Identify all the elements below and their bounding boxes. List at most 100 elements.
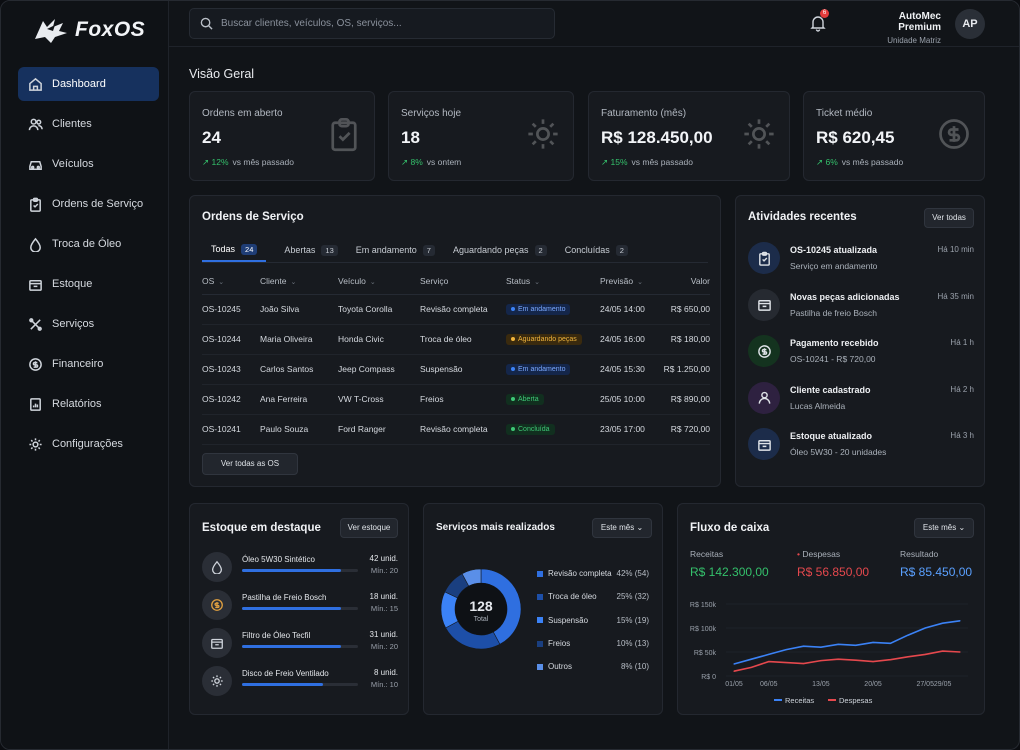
activity-subtitle: Pastilha de freio Bosch xyxy=(790,307,877,318)
view-all-activities-button[interactable]: Ver todas xyxy=(924,208,974,228)
legend-item: Outros 8% (10) xyxy=(537,662,649,671)
stock-item[interactable]: Filtro de Óleo Tecfil 31 unid. Mín.: 20 xyxy=(202,628,398,660)
sidebar-item-relatorios[interactable]: Relatórios xyxy=(18,387,159,421)
kpi-card[interactable]: Faturamento (mês) R$ 128.450,00 ↗ 15% vs mê… xyxy=(588,91,790,181)
user-icon xyxy=(758,391,770,404)
tab-em-andamento[interactable]: Em andamento 7 xyxy=(356,238,435,262)
cell-text: OS-10242 xyxy=(202,394,241,404)
home-icon xyxy=(29,77,42,91)
activity-item[interactable]: Novas peças adicionadas Pastilha de freio… xyxy=(748,288,974,329)
tab-todas[interactable]: Todas 24 xyxy=(202,238,267,262)
table-cell: Carlos Santos xyxy=(260,354,338,385)
sidebar-item-dashboard[interactable]: Dashboard xyxy=(18,67,159,101)
oil-icon xyxy=(211,560,223,574)
cashflow-filter-dropdown[interactable]: Este mês ⌄ xyxy=(914,518,974,538)
activity-icon-wrap xyxy=(748,288,780,321)
car-icon xyxy=(29,160,42,170)
activity-item[interactable]: Estoque atualizado Óleo 5W30 - 20 unidade… xyxy=(748,428,974,468)
y-tick-label: R$ 100k xyxy=(690,626,717,633)
chevron-down-icon: ⌄ xyxy=(958,523,966,532)
stock-item[interactable]: Óleo 5W30 Sintético 42 unid. Mín.: 20 xyxy=(202,552,398,584)
kpi-card[interactable]: Ordens em aberto 24 ↗ 12% vs mês passado xyxy=(189,91,375,181)
table-row[interactable]: OS-10245 João Silva Toyota Corolla Revisão … xyxy=(202,294,710,325)
trend-up-icon: ↗ xyxy=(401,157,411,167)
cell-text: Carlos Santos xyxy=(260,364,314,374)
stock-item[interactable]: Disco de Freio Ventilado 8 unid. Mín.: 10 xyxy=(202,666,398,698)
table-row[interactable]: OS-10244 Maria Oliveira Honda Civic Troca d… xyxy=(202,324,710,355)
x-tick-label: 13/05 xyxy=(812,681,830,688)
sidebar-item-veiculos[interactable]: Veículos xyxy=(18,147,159,181)
user-info[interactable]: AutoMec Premium Unidade Matriz xyxy=(859,11,941,45)
stock-icon-wrap xyxy=(202,628,232,658)
table-cell: VW T-Cross xyxy=(338,384,420,415)
table-cell: 24/05 16:00 xyxy=(600,324,660,355)
clipboard-icon xyxy=(30,197,41,212)
legend-swatch xyxy=(537,664,543,671)
cell-text: Jeep Compass xyxy=(338,364,395,374)
status-badge: Aberta xyxy=(506,394,544,405)
stock-min: Mín.: 15 xyxy=(370,604,398,613)
view-all-orders-button[interactable]: Ver todas as OS xyxy=(202,453,298,475)
gear-icon xyxy=(528,119,558,149)
table-row[interactable]: OS-10243 Carlos Santos Jeep Compass Suspens… xyxy=(202,354,710,385)
sidebar-item-clientes[interactable]: Clientes xyxy=(18,107,159,141)
sidebar-item-configuracoes[interactable]: Configurações xyxy=(18,427,159,461)
services-filter-dropdown[interactable]: Este mês ⌄ xyxy=(592,518,652,538)
activity-item[interactable]: OS-10245 atualizada Serviço em andamento H… xyxy=(748,242,974,282)
table-cell: Em andamento xyxy=(506,354,600,385)
table-cell: OS-10243 xyxy=(202,354,260,385)
search-input[interactable] xyxy=(221,18,541,29)
tab-count: 24 xyxy=(241,243,258,255)
series-line-despesas[interactable] xyxy=(733,650,961,672)
tab-concluidas[interactable]: Concluídas 2 xyxy=(565,238,628,262)
y-tick-label: R$ 0 xyxy=(701,674,716,681)
cell-text: Suspensão xyxy=(420,364,463,374)
kpi-card[interactable]: Ticket médio R$ 620,45 ↗ 6% vs mês passado xyxy=(803,91,985,181)
status-dot-icon xyxy=(511,427,515,432)
activity-item[interactable]: Pagamento recebido OS-10241 - R$ 720,00 Há… xyxy=(748,335,974,375)
avatar[interactable]: AP xyxy=(955,9,985,39)
column-header[interactable]: Previsão ⌄ xyxy=(600,268,660,295)
brand-logo[interactable]: FoxOS xyxy=(33,13,145,47)
donut-hole xyxy=(455,583,507,635)
column-header[interactable]: Cliente ⌄ xyxy=(260,268,338,295)
sidebar-item-troca-de-oleo[interactable]: Troca de Óleo xyxy=(18,227,159,261)
search-box[interactable] xyxy=(189,8,555,39)
series-line-receitas[interactable] xyxy=(733,620,961,665)
legend-label: Despesas xyxy=(839,696,873,705)
table-row[interactable]: OS-10241 Paulo Souza Ford Ranger Revisão co… xyxy=(202,414,710,445)
column-header[interactable]: OS ⌄ xyxy=(202,268,260,295)
stock-icon-wrap xyxy=(202,666,232,696)
receitas-label: Receitas xyxy=(690,549,724,559)
kpi-delta-text: vs mês passado xyxy=(841,157,904,167)
column-header[interactable]: Valor xyxy=(660,268,710,295)
cell-text: 25/05 10:00 xyxy=(600,394,645,404)
tab-label: Em andamento xyxy=(355,245,417,255)
kpi-card[interactable]: Serviços hoje 18 ↗ 8% vs ontem xyxy=(388,91,574,181)
activity-title: Estoque atualizado xyxy=(790,431,873,441)
tab-abertas[interactable]: Abertas 13 xyxy=(284,238,338,262)
despesas-label-text: Despesas xyxy=(802,549,841,559)
column-header[interactable]: Status ⌄ xyxy=(506,268,600,295)
activity-subtitle: Óleo 5W30 - 20 unidades xyxy=(790,447,887,457)
legend-percent: 25% (32) xyxy=(616,592,649,602)
view-stock-button[interactable]: Ver estoque xyxy=(340,518,398,538)
sidebar-item-ordens-de-servico[interactable]: Ordens de Serviço xyxy=(18,187,159,221)
sidebar-item-servicos[interactable]: Serviços xyxy=(18,307,159,341)
data-point xyxy=(820,660,822,662)
sidebar-item-estoque[interactable]: Estoque xyxy=(18,267,159,301)
column-header[interactable]: Serviço xyxy=(420,268,506,295)
activity-item[interactable]: Cliente cadastrado Lucas Almeida Há 2 h xyxy=(748,381,974,422)
sidebar-item-financeiro[interactable]: Financeiro xyxy=(18,347,159,381)
orders-card: Ordens de Serviço Todas 24 Abertas 13 Em and… xyxy=(189,195,721,487)
stock-item[interactable]: Pastilha de Freio Bosch 18 unid. Mín.: 15 xyxy=(202,590,398,622)
tab-aguardando-pecas[interactable]: Aguardando peças 2 xyxy=(453,238,547,262)
kpi-value: R$ 620,45 xyxy=(816,128,895,147)
column-header[interactable]: Veículo ⌄ xyxy=(338,268,420,295)
receitas-value: R$ 142.300,00 xyxy=(690,565,769,579)
kpi-delta-value: 8% xyxy=(410,157,423,167)
table-row[interactable]: OS-10242 Ana Ferreira VW T-Cross Freios Aber… xyxy=(202,384,710,415)
bell-icon[interactable] xyxy=(809,14,827,32)
cell-text: OS-10241 xyxy=(202,424,241,434)
table-cell: Aguardando peças xyxy=(506,324,600,355)
